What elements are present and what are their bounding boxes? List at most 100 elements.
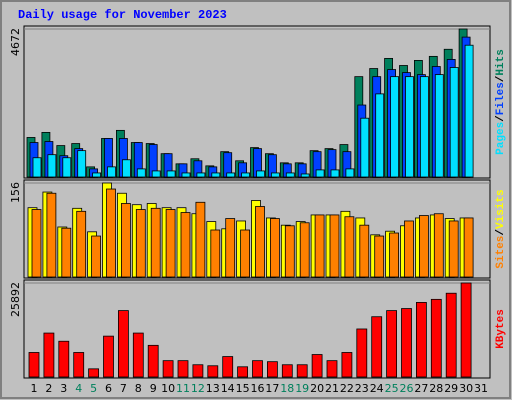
- bar: [299, 222, 310, 278]
- bar: [314, 214, 325, 278]
- bar: [62, 157, 72, 178]
- bar: [207, 365, 219, 378]
- bar: [433, 213, 444, 278]
- bar: [210, 229, 221, 278]
- bar: [151, 170, 161, 178]
- bar: [449, 67, 459, 178]
- bar: [390, 76, 400, 178]
- bar: [374, 235, 385, 278]
- bar: [418, 215, 429, 278]
- bar: [256, 170, 265, 178]
- bar: [419, 76, 429, 178]
- legend-entry: Hits: [495, 49, 507, 75]
- x-tick-label: 26: [400, 382, 414, 395]
- x-tick-label: 29: [444, 382, 458, 395]
- bar: [46, 192, 57, 278]
- bar: [284, 225, 295, 278]
- legend-separator: /: [495, 115, 507, 122]
- bar: [136, 168, 146, 178]
- bar: [107, 166, 116, 178]
- bar: [135, 209, 146, 278]
- x-tick-label: 27: [414, 382, 428, 395]
- bar: [121, 203, 131, 278]
- legend-entry: KBytes: [495, 309, 507, 349]
- bar: [344, 216, 355, 278]
- bar: [359, 224, 370, 278]
- bar: [76, 210, 87, 278]
- bar: [226, 172, 236, 178]
- bar: [132, 332, 144, 378]
- bar: [345, 168, 355, 178]
- bar: [300, 173, 310, 178]
- bar: [147, 344, 159, 378]
- x-tick-label: 18: [280, 382, 294, 395]
- legend-separator: /: [495, 229, 507, 236]
- x-tick-label: 10: [161, 382, 175, 395]
- x-tick-label: 19: [295, 382, 309, 395]
- bar: [285, 172, 295, 178]
- bar: [180, 212, 191, 278]
- x-tick-label: 2: [45, 382, 52, 395]
- x-tick-label: 16: [251, 382, 265, 395]
- bar: [330, 169, 340, 178]
- bar: [88, 368, 99, 378]
- bar: [118, 310, 129, 378]
- bar: [252, 360, 263, 378]
- x-tick-label: 7: [120, 382, 127, 395]
- bar: [240, 229, 251, 278]
- legend: Sites/Visits: [495, 189, 507, 268]
- x-tick-label: 4: [75, 382, 82, 395]
- bar: [360, 117, 370, 178]
- y-tick-label: 25892: [9, 282, 22, 317]
- bar: [401, 308, 412, 378]
- bar: [341, 352, 353, 378]
- bar: [296, 364, 308, 378]
- bar: [43, 332, 55, 378]
- bar: [211, 172, 221, 178]
- x-tick-label: 22: [340, 382, 354, 395]
- bar: [315, 169, 325, 178]
- bar: [103, 335, 114, 378]
- bar: [375, 93, 385, 178]
- x-tick-label: 24: [370, 382, 384, 395]
- bar: [58, 340, 70, 378]
- legend: Pages/Files/Hits: [495, 49, 507, 155]
- bar: [47, 154, 57, 178]
- bar: [241, 172, 251, 178]
- bar: [177, 360, 189, 378]
- bar: [448, 220, 459, 278]
- x-tick-label: 12: [191, 382, 205, 395]
- bar: [430, 298, 442, 378]
- x-tick-label: 17: [265, 382, 279, 395]
- x-tick-label: 30: [459, 382, 473, 395]
- x-tick-label: 6: [105, 382, 112, 395]
- bar: [106, 188, 116, 278]
- legend-entry: Files: [495, 82, 507, 115]
- bar: [434, 74, 444, 178]
- bar: [225, 218, 236, 278]
- bar: [195, 201, 206, 278]
- x-tick-label: 28: [429, 382, 443, 395]
- bar: [415, 302, 427, 378]
- bar: [269, 218, 280, 278]
- x-tick-label: 3: [60, 382, 67, 395]
- legend-entry: Visits: [495, 189, 507, 229]
- bar: [445, 292, 457, 378]
- bar: [92, 172, 101, 178]
- bar: [122, 159, 131, 178]
- bar: [281, 364, 293, 378]
- bar: [405, 76, 414, 178]
- bar: [77, 150, 87, 178]
- bar: [61, 227, 72, 278]
- bar: [162, 360, 174, 378]
- bar: [270, 172, 280, 178]
- x-tick-label: 23: [355, 382, 369, 395]
- bar: [32, 157, 42, 178]
- x-tick-label: 25: [385, 382, 399, 395]
- x-tick-label: 11: [176, 382, 190, 395]
- bar: [166, 170, 176, 178]
- y-tick-label: 4672: [9, 28, 22, 56]
- bar: [389, 232, 400, 278]
- bar: [463, 217, 474, 278]
- x-tick-label: 13: [206, 382, 220, 395]
